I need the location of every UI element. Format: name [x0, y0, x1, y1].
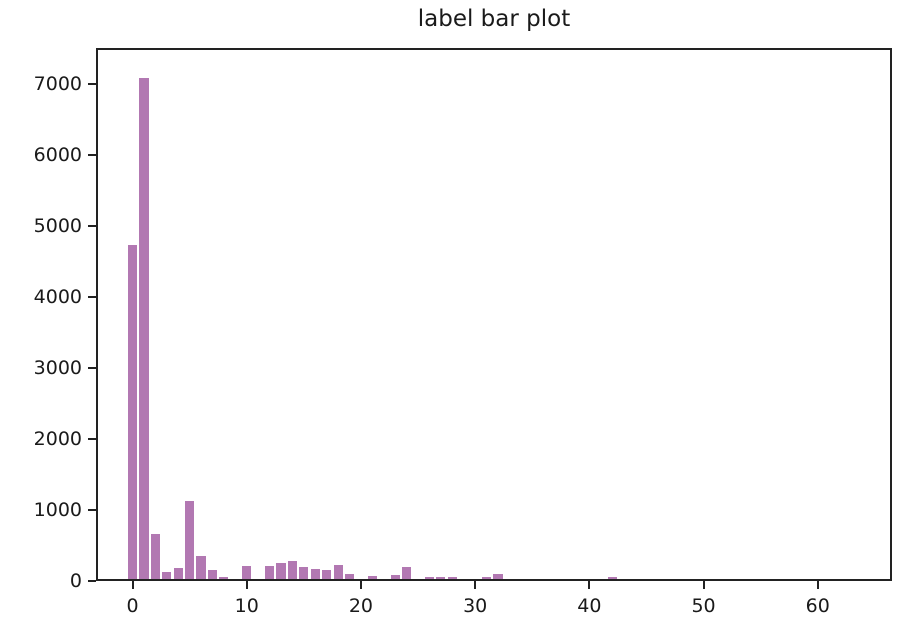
x-tick-label: 40: [577, 595, 602, 617]
bar: [276, 562, 286, 579]
bar: [424, 576, 435, 579]
bar: [162, 571, 172, 579]
bar: [402, 566, 412, 579]
x-tick-mark: [131, 581, 134, 589]
bar: [139, 78, 149, 579]
bar: [265, 565, 275, 579]
y-tick-label: 6000: [33, 143, 82, 166]
bar: [482, 576, 492, 579]
y-tick-mark: [88, 366, 96, 369]
bar: [196, 555, 206, 579]
bar: [310, 569, 320, 579]
bar: [299, 566, 309, 579]
bar: [322, 570, 332, 579]
bar: [242, 565, 252, 579]
bar: [219, 576, 229, 579]
bar: [390, 575, 400, 579]
bar: [333, 564, 343, 579]
bar: [367, 575, 377, 579]
y-tick-mark: [88, 153, 96, 156]
y-tick-mark: [88, 580, 96, 582]
x-tick-mark: [588, 581, 591, 589]
y-tick-label: 7000: [33, 72, 82, 95]
y-tick-label: 1000: [33, 498, 82, 521]
y-tick-mark: [88, 295, 96, 298]
x-tick-label: 30: [463, 595, 488, 617]
x-tick-mark: [245, 581, 248, 589]
y-tick-label: 2000: [33, 427, 82, 450]
y-tick-mark: [88, 508, 96, 511]
chart-title: label bar plot: [417, 6, 571, 32]
bar: [607, 577, 617, 579]
y-tick-mark: [88, 82, 96, 85]
bar: [173, 567, 183, 579]
x-tick-mark: [816, 581, 819, 589]
bar: [207, 569, 218, 579]
bar: [447, 576, 457, 579]
bar: [150, 533, 160, 579]
bar: [493, 574, 503, 579]
y-tick-label: 4000: [33, 285, 82, 308]
x-tick-mark: [702, 581, 705, 589]
bar: [185, 501, 195, 579]
y-tick-mark: [88, 437, 96, 440]
bar: [436, 576, 446, 579]
x-tick-label: 10: [234, 595, 259, 617]
y-tick-label: 5000: [33, 214, 82, 237]
plot-area: [96, 48, 892, 581]
x-tick-label: 60: [805, 595, 830, 617]
x-tick-label: 20: [348, 595, 374, 617]
y-tick-mark: [88, 224, 96, 227]
x-tick-label: 50: [691, 595, 716, 617]
bar: [344, 574, 355, 579]
x-tick-mark: [474, 581, 477, 589]
y-tick-label: 0: [69, 570, 82, 592]
bar: [127, 244, 138, 579]
x-tick-mark: [359, 581, 362, 589]
y-tick-label: 3000: [33, 356, 82, 379]
bar: [287, 561, 297, 579]
x-tick-label: 0: [126, 595, 139, 617]
